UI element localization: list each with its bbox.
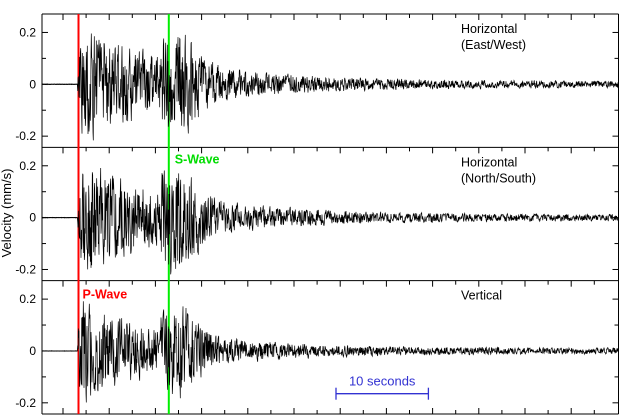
svg-text:0.2: 0.2 (19, 292, 36, 306)
svg-text:(North/South): (North/South) (461, 171, 536, 185)
svg-text:0: 0 (29, 211, 36, 225)
svg-text:0: 0 (29, 344, 36, 358)
svg-text:Vertical: Vertical (461, 289, 502, 303)
svg-text:0: 0 (29, 77, 36, 91)
svg-text:10 seconds: 10 seconds (349, 374, 416, 389)
svg-text:0.2: 0.2 (19, 159, 36, 173)
svg-text:-0.2: -0.2 (15, 262, 36, 276)
svg-text:S-Wave: S-Wave (175, 152, 220, 166)
svg-text:(East/West): (East/West) (461, 38, 526, 52)
svg-text:-0.2: -0.2 (15, 396, 36, 410)
svg-text:Horizontal: Horizontal (461, 155, 517, 169)
svg-text:P-Wave: P-Wave (83, 288, 128, 302)
svg-text:-0.2: -0.2 (15, 129, 36, 143)
svg-text:Horizontal: Horizontal (461, 22, 517, 36)
svg-text:0.2: 0.2 (19, 25, 36, 39)
